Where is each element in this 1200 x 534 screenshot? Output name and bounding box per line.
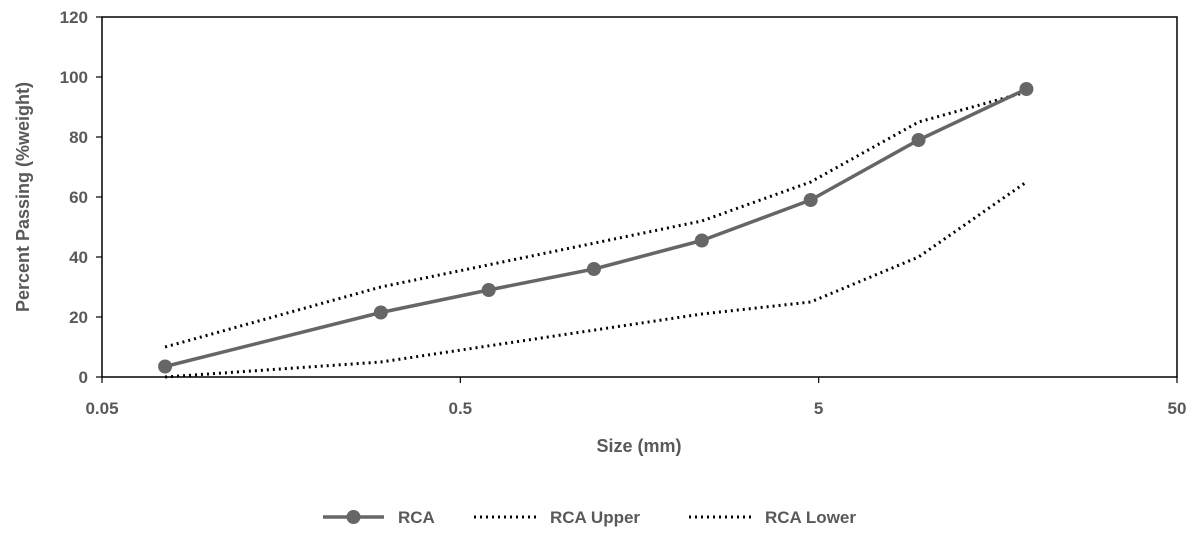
rca-data-point xyxy=(481,283,496,297)
plot-area-border xyxy=(101,16,1178,378)
rca-data-point xyxy=(694,233,709,248)
rca-series-line xyxy=(164,87,1028,369)
rca-lower-series-line xyxy=(164,180,1028,379)
x-tick-label: 50 xyxy=(1168,399,1187,418)
legend-label: RCA Lower xyxy=(765,508,856,527)
y-tick-label: 120 xyxy=(60,8,88,27)
rca-upper-series-line xyxy=(164,90,1027,349)
legend-label: RCA Upper xyxy=(550,508,640,527)
y-axis-title: Percent Passing (%weight) xyxy=(13,82,33,312)
y-tick-label: 80 xyxy=(69,128,88,147)
rca-data-point xyxy=(373,305,388,320)
y-tick-label: 60 xyxy=(69,188,88,207)
rca-data-point xyxy=(803,193,818,207)
legend-label: RCA xyxy=(398,508,435,527)
x-tick-label: 0.05 xyxy=(85,399,118,418)
legend-item-rca-lower: RCA Lower xyxy=(689,508,856,527)
legend: RCA RCA Upper RCA Lower xyxy=(323,508,856,527)
rca-data-point xyxy=(1019,82,1034,96)
x-tick-label: 0.5 xyxy=(449,399,473,418)
x-axis-title: Size (mm) xyxy=(596,436,681,456)
rca-data-point xyxy=(586,262,601,276)
y-tick-label: 0 xyxy=(79,368,88,387)
x-tick-label: 5 xyxy=(814,399,823,418)
rca-data-point xyxy=(158,359,173,374)
legend-marker xyxy=(346,510,361,524)
legend-item-rca: RCA xyxy=(323,508,435,527)
rca-data-point xyxy=(911,133,926,147)
y-tick-label: 40 xyxy=(69,248,88,267)
y-tick-label: 100 xyxy=(60,68,88,87)
y-tick-label: 20 xyxy=(69,308,88,327)
legend-item-rca-upper: RCA Upper xyxy=(474,508,640,527)
